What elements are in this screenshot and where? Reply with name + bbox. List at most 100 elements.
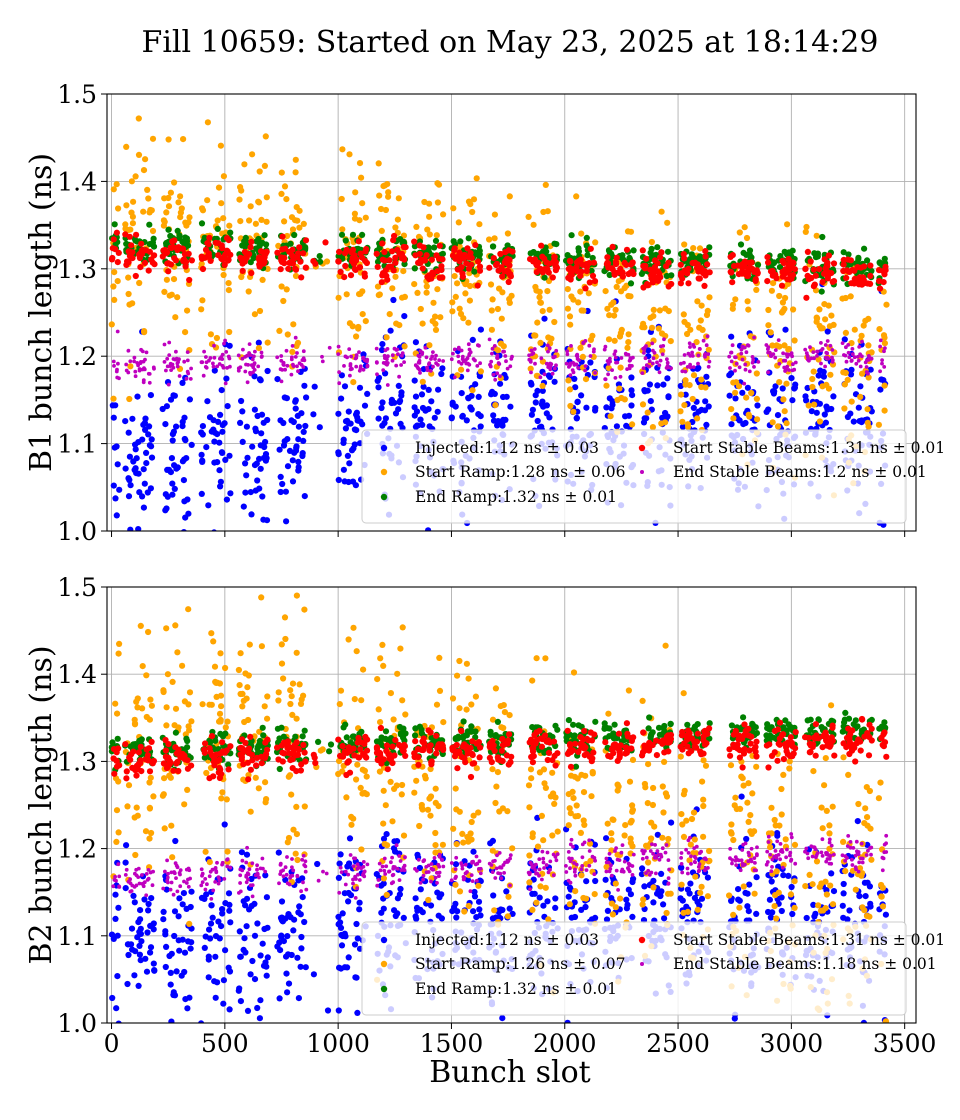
data-point xyxy=(531,351,536,356)
data-point xyxy=(588,354,593,358)
data-point xyxy=(682,391,689,398)
data-point xyxy=(706,294,713,301)
data-point xyxy=(275,689,282,696)
data-point xyxy=(604,254,611,261)
data-point xyxy=(283,196,290,203)
data-point xyxy=(772,892,779,899)
data-point xyxy=(740,883,747,890)
data-point xyxy=(613,355,618,360)
data-point xyxy=(125,951,132,959)
data-point xyxy=(132,543,138,549)
data-point xyxy=(167,340,172,345)
data-point xyxy=(217,650,224,657)
data-point xyxy=(568,270,575,277)
data-point xyxy=(255,345,262,352)
data-point xyxy=(662,642,669,649)
data-point xyxy=(472,242,479,249)
data-point xyxy=(170,276,178,283)
data-point xyxy=(616,385,623,392)
data-point xyxy=(218,923,225,930)
data-point xyxy=(495,267,502,274)
data-point xyxy=(769,419,776,426)
data-point xyxy=(700,833,707,840)
data-point xyxy=(816,418,824,425)
data-point xyxy=(881,382,888,389)
data-point xyxy=(729,279,736,286)
data-point xyxy=(678,391,685,398)
data-point xyxy=(216,439,223,446)
data-point xyxy=(665,357,669,362)
data-point xyxy=(577,272,584,279)
data-point xyxy=(546,362,551,367)
data-point xyxy=(473,914,480,921)
data-point xyxy=(744,298,751,305)
scatter-points xyxy=(108,115,890,549)
data-point xyxy=(258,594,265,601)
data-point xyxy=(623,896,630,903)
data-point xyxy=(648,324,656,331)
data-point xyxy=(549,274,556,281)
data-point xyxy=(412,913,419,920)
legend-marker xyxy=(380,468,388,476)
data-point xyxy=(289,372,294,377)
data-point xyxy=(660,381,667,388)
data-point xyxy=(294,954,301,961)
data-point xyxy=(128,359,133,364)
data-point xyxy=(162,931,169,938)
data-point xyxy=(361,367,366,372)
data-point xyxy=(350,367,354,371)
data-point xyxy=(336,344,341,349)
data-point xyxy=(124,941,131,948)
data-point xyxy=(280,675,287,682)
data-point xyxy=(544,898,551,905)
data-point xyxy=(529,906,536,914)
data-point xyxy=(236,682,243,689)
data-point xyxy=(288,791,295,798)
data-point xyxy=(295,423,302,430)
plot-frame xyxy=(106,93,917,532)
data-point xyxy=(703,373,710,380)
data-point xyxy=(849,266,856,274)
data-point xyxy=(529,834,536,841)
data-point xyxy=(544,208,551,215)
data-point xyxy=(464,245,471,252)
data-point xyxy=(133,231,140,238)
legend-marker xyxy=(380,493,388,501)
data-point xyxy=(690,254,697,261)
data-point xyxy=(696,324,703,331)
data-point xyxy=(320,359,325,364)
data-point xyxy=(130,458,137,465)
data-point xyxy=(132,446,139,453)
data-point xyxy=(351,696,358,703)
data-point xyxy=(245,288,252,295)
data-point xyxy=(110,414,117,421)
data-point xyxy=(451,273,458,280)
data-point xyxy=(424,226,431,233)
data-point xyxy=(627,835,634,842)
data-point xyxy=(206,701,213,708)
data-point xyxy=(139,663,146,670)
data-point xyxy=(284,989,291,996)
data-point xyxy=(698,347,702,351)
data-point xyxy=(793,360,798,365)
data-point xyxy=(527,365,534,372)
data-point xyxy=(339,146,346,153)
data-point xyxy=(224,540,230,546)
data-point xyxy=(380,880,387,887)
data-point xyxy=(867,900,874,907)
data-point xyxy=(400,243,407,251)
data-point xyxy=(129,300,136,307)
data-point xyxy=(301,606,308,613)
data-point xyxy=(114,369,119,374)
data-point xyxy=(640,371,645,375)
data-point xyxy=(264,339,271,346)
data-point xyxy=(254,1060,260,1066)
data-point xyxy=(224,403,231,410)
data-point xyxy=(469,336,476,343)
data-point xyxy=(475,898,483,905)
data-point xyxy=(224,718,231,725)
data-point xyxy=(274,1076,280,1082)
data-point xyxy=(748,389,755,397)
data-point xyxy=(168,361,173,366)
data-point xyxy=(865,423,872,430)
